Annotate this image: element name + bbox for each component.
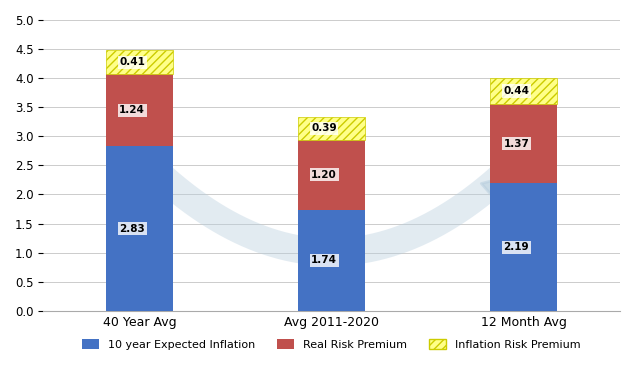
Legend: 10 year Expected Inflation, Real Risk Premium, Inflation Risk Premium: 10 year Expected Inflation, Real Risk Pr…: [78, 335, 585, 355]
Bar: [298, 117, 365, 140]
Bar: [106, 74, 173, 146]
Text: 2.19: 2.19: [503, 242, 529, 252]
Text: 2.83: 2.83: [119, 224, 145, 233]
Bar: [490, 104, 557, 183]
Bar: [106, 146, 173, 311]
Text: 1.20: 1.20: [311, 170, 337, 180]
Text: 0.39: 0.39: [311, 124, 337, 133]
Text: 0.44: 0.44: [503, 86, 529, 96]
Bar: [490, 183, 557, 311]
Text: 1.37: 1.37: [503, 138, 529, 149]
Bar: [106, 50, 173, 74]
Bar: [298, 140, 365, 210]
Text: 0.41: 0.41: [119, 57, 145, 67]
Text: 1.74: 1.74: [311, 255, 337, 265]
Bar: [490, 78, 557, 104]
Bar: [298, 210, 365, 311]
Text: 1.24: 1.24: [119, 105, 145, 115]
